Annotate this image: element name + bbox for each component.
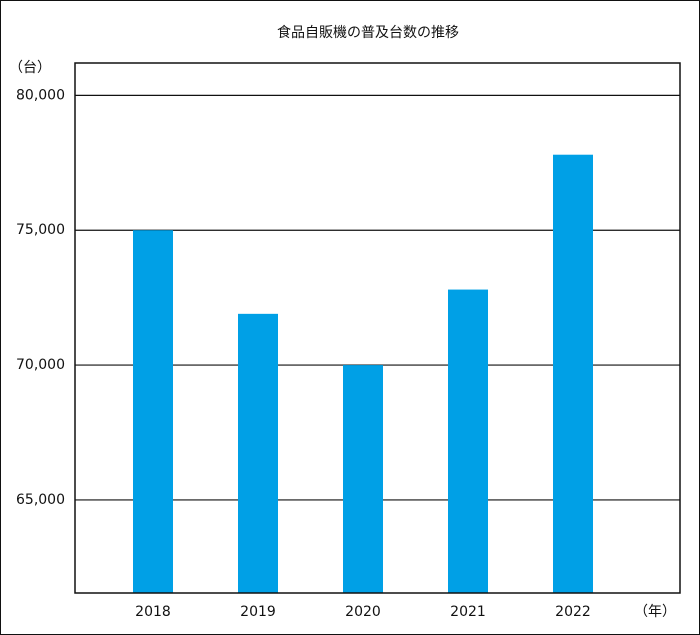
y-tick-label: 65,000 [16,492,65,508]
y-axis-label: （台） [9,60,51,76]
x-tick-label: 2019 [240,604,276,620]
bar [448,289,488,593]
chart-title: 食品自販機の普及台数の推移 [277,24,459,41]
x-tick-label: 2020 [345,604,381,620]
y-tick-label: 80,000 [16,87,65,103]
y-tick-label: 70,000 [16,357,65,373]
bar [343,365,383,593]
bar [133,230,173,594]
bar [553,154,593,593]
bar [238,313,278,593]
x-axis-label: （年） [634,604,676,620]
x-tick-label: 2018 [135,604,171,620]
plot-frame [74,62,681,594]
y-tick-label: 75,000 [16,222,65,238]
x-tick-label: 2021 [450,604,486,620]
x-tick-label: 2022 [555,604,591,620]
